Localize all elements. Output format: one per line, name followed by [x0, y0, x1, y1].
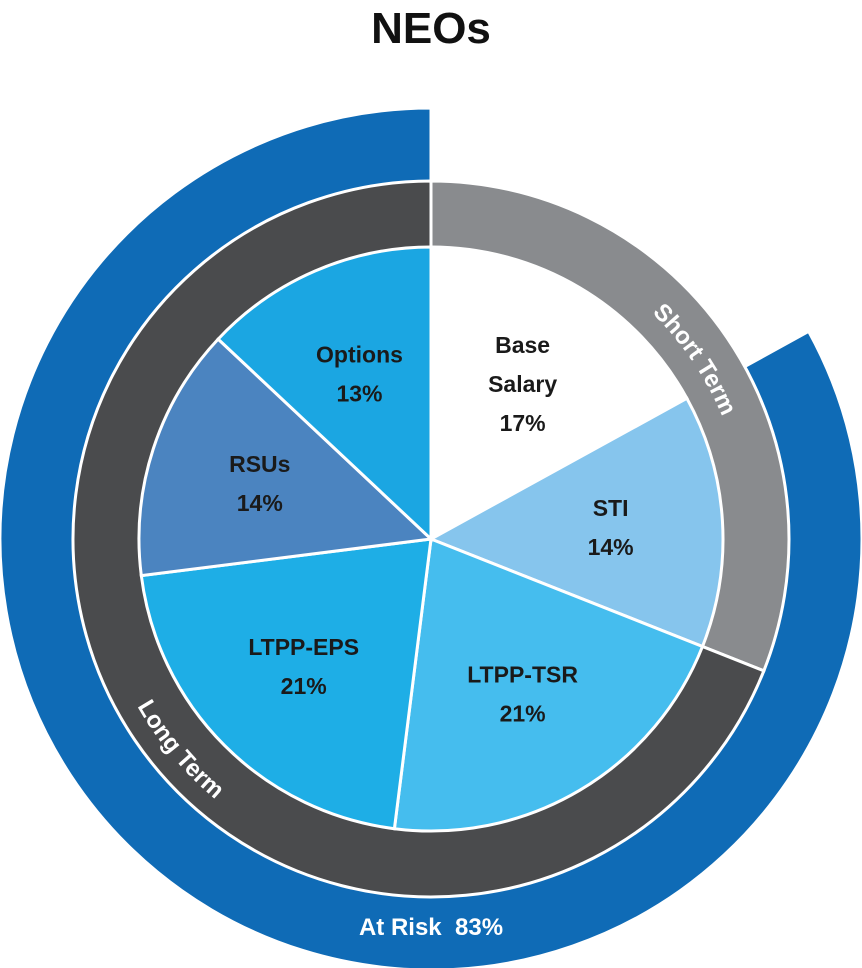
inner-slice-ltpp-eps: [139, 537, 433, 831]
inner-slice-ltpp-tsr: [392, 536, 705, 833]
inner-slice-sti: [427, 396, 725, 649]
slice-label-base-salary: Salary: [488, 371, 557, 397]
slice-label-options: Options: [316, 341, 403, 367]
inner-slice-rsus: [137, 336, 435, 578]
slice-value-sti: 14%: [588, 534, 634, 560]
inner-slice-options: [216, 245, 433, 543]
slice-value-options: 13%: [336, 380, 382, 406]
slice-value-ltpp-eps: 21%: [281, 673, 327, 699]
chart-title: NEOs: [371, 4, 491, 53]
slice-label-sti: STI: [593, 495, 629, 521]
slice-value-ltpp-tsr: 21%: [500, 700, 546, 726]
inner-slice-base-salary: [429, 245, 689, 542]
slice-label-ltpp-eps: LTPP-EPS: [248, 634, 359, 660]
slice-label-rsus: RSUs: [229, 451, 290, 477]
slice-value-rsus: 14%: [237, 490, 283, 516]
slice-value-base-salary: 17%: [500, 410, 546, 436]
ring-label-at-risk: At Risk 83%: [359, 914, 503, 941]
slice-label-base-salary: Base: [495, 332, 550, 358]
slice-label-ltpp-tsr: LTPP-TSR: [467, 661, 578, 687]
